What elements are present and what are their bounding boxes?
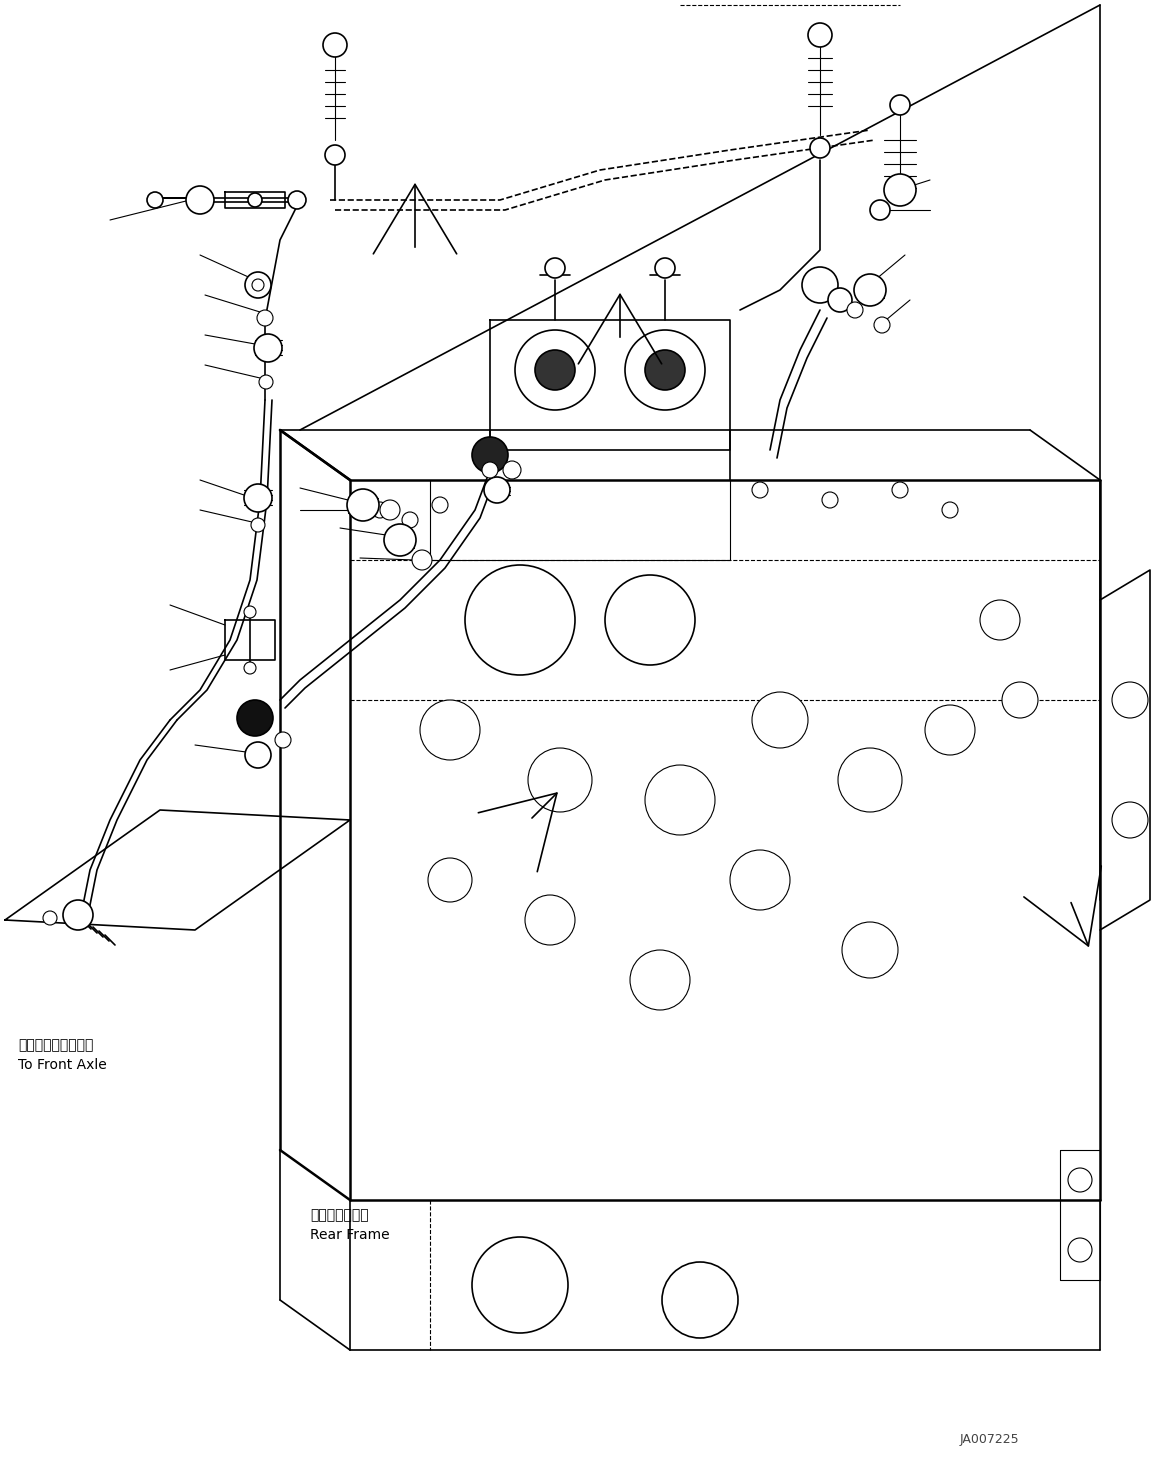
Circle shape <box>254 335 281 362</box>
Circle shape <box>809 137 830 158</box>
Circle shape <box>245 742 271 768</box>
Circle shape <box>251 519 265 532</box>
Circle shape <box>252 279 264 291</box>
Circle shape <box>244 484 272 511</box>
Circle shape <box>645 351 685 390</box>
Circle shape <box>625 330 705 411</box>
Circle shape <box>1003 682 1039 717</box>
Circle shape <box>655 259 675 278</box>
Circle shape <box>244 606 256 618</box>
Circle shape <box>245 272 271 298</box>
Circle shape <box>259 375 273 389</box>
Circle shape <box>484 476 511 503</box>
Circle shape <box>384 524 416 557</box>
Circle shape <box>248 193 262 207</box>
Circle shape <box>431 497 448 513</box>
Circle shape <box>472 1237 568 1332</box>
Circle shape <box>828 288 852 313</box>
Circle shape <box>802 267 839 302</box>
Circle shape <box>186 186 214 213</box>
Circle shape <box>347 489 379 522</box>
Circle shape <box>1112 682 1148 717</box>
Circle shape <box>288 191 306 209</box>
Circle shape <box>605 576 695 665</box>
Circle shape <box>645 766 715 836</box>
Circle shape <box>822 492 839 508</box>
Circle shape <box>244 662 256 674</box>
Circle shape <box>372 503 388 519</box>
Circle shape <box>274 732 291 748</box>
Circle shape <box>884 174 916 206</box>
Circle shape <box>847 302 863 318</box>
Circle shape <box>808 23 832 47</box>
Circle shape <box>420 700 480 760</box>
Circle shape <box>842 922 898 977</box>
Circle shape <box>1068 1167 1092 1192</box>
Circle shape <box>752 482 768 498</box>
Circle shape <box>839 748 902 812</box>
Circle shape <box>481 462 498 478</box>
Circle shape <box>890 95 909 115</box>
Circle shape <box>323 34 347 57</box>
Circle shape <box>854 275 886 305</box>
Circle shape <box>428 858 472 901</box>
Circle shape <box>43 912 57 925</box>
Circle shape <box>662 1262 739 1338</box>
Circle shape <box>324 145 345 165</box>
Circle shape <box>925 706 975 755</box>
Circle shape <box>942 503 958 519</box>
Text: To Front Axle: To Front Axle <box>17 1058 107 1072</box>
Text: フロントアクスルへ: フロントアクスルへ <box>17 1037 93 1052</box>
Text: リヤーフレーム: リヤーフレーム <box>311 1208 369 1221</box>
Circle shape <box>535 351 575 390</box>
Circle shape <box>402 511 418 527</box>
Circle shape <box>730 850 790 910</box>
Text: JA007225: JA007225 <box>959 1433 1020 1446</box>
Circle shape <box>525 896 575 945</box>
Circle shape <box>892 482 908 498</box>
Circle shape <box>237 700 273 736</box>
Circle shape <box>630 950 690 1010</box>
Text: Rear Frame: Rear Frame <box>311 1229 390 1242</box>
Circle shape <box>380 500 400 520</box>
Circle shape <box>412 549 431 570</box>
Circle shape <box>875 317 890 333</box>
Circle shape <box>1112 802 1148 839</box>
Circle shape <box>257 310 273 326</box>
Circle shape <box>752 693 808 748</box>
Circle shape <box>1068 1237 1092 1262</box>
Circle shape <box>545 259 565 278</box>
Circle shape <box>504 462 521 479</box>
Circle shape <box>147 191 163 207</box>
Circle shape <box>63 900 93 931</box>
Circle shape <box>870 200 890 221</box>
Circle shape <box>465 565 575 675</box>
Circle shape <box>515 330 595 411</box>
Circle shape <box>472 437 508 473</box>
Circle shape <box>980 600 1020 640</box>
Circle shape <box>528 748 592 812</box>
